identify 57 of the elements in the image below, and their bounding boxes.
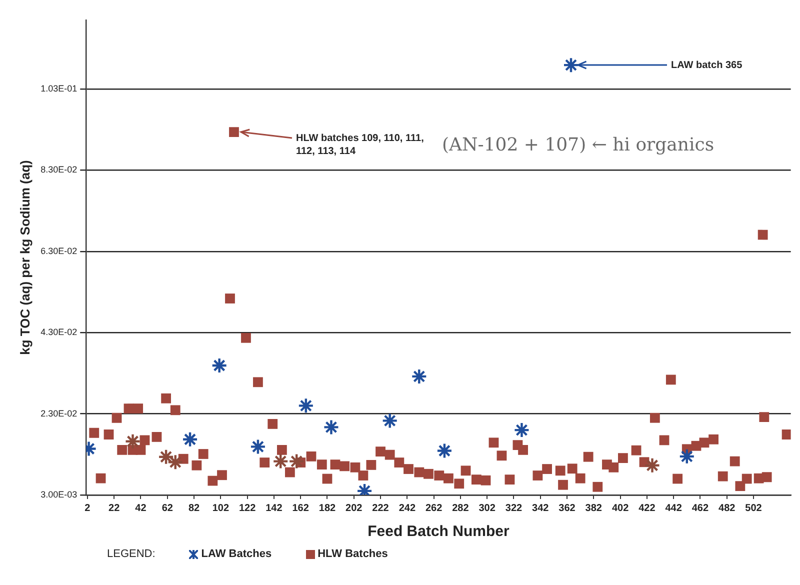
y-axis-title: kg TOC (aq) per kg Sodium (aq): [17, 160, 32, 355]
point: [182, 431, 198, 448]
annotation: LAW batch 365: [671, 60, 743, 71]
point: [250, 438, 266, 455]
x-axis-title: Feed Batch Number: [368, 523, 510, 540]
x-tick-label: 62: [162, 502, 174, 514]
point: [158, 448, 174, 465]
legend-title: LEGEND:: [107, 548, 156, 560]
x-tick-label: 442: [665, 502, 682, 514]
x-tick-label: 142: [266, 502, 283, 514]
x-tick-label: 222: [372, 502, 390, 514]
point: [514, 422, 530, 438]
y-tick-label: 4.30E-02: [40, 327, 78, 338]
point: [288, 453, 305, 470]
x-tick-label: 202: [346, 502, 363, 514]
point: [382, 412, 398, 429]
x-tick-label: 422: [638, 502, 656, 514]
y-tick-label: 3.00E-03: [40, 489, 78, 500]
x-tick-label: 502: [745, 502, 762, 514]
x-tick-label: 2: [84, 502, 91, 514]
point: [411, 368, 428, 385]
point: [298, 398, 314, 414]
point: [211, 357, 228, 374]
x-tick-label: 82: [188, 502, 200, 514]
annotation: HLW batches 109, 110, 111, 112, 113, 114: [296, 132, 424, 157]
x-tick-label: 42: [135, 502, 147, 514]
point: [644, 457, 660, 474]
x-tick-label: 322: [505, 502, 523, 514]
x-tick-label: 302: [478, 502, 496, 514]
point: [678, 448, 695, 465]
point: [167, 454, 184, 470]
x-tick-label: 122: [238, 502, 256, 514]
x-tick-label: 462: [692, 502, 709, 514]
x-tick-label: 382: [585, 502, 602, 514]
x-tick-label: 102: [212, 502, 230, 514]
y-tick-label: 6.30E-02: [40, 246, 78, 256]
x-tick-label: 262: [425, 502, 443, 514]
y-tick-label: 8.30E-02: [40, 164, 78, 175]
x-tick-label: 162: [292, 502, 310, 514]
legend-label: LAW Batches: [201, 548, 272, 560]
y-tick-label: 2.30E-02: [40, 408, 78, 418]
x-tick-label: 182: [318, 502, 336, 514]
point: [562, 56, 580, 74]
point: [124, 433, 141, 450]
point: [272, 453, 289, 470]
y-tick-label: 1.03E-01: [40, 84, 78, 94]
x-tick-label: 242: [398, 502, 416, 514]
x-tick-label: 362: [558, 502, 576, 514]
x-tick-label: 402: [612, 502, 630, 514]
x-tick-label: 482: [718, 502, 736, 514]
x-tick-label: 282: [452, 502, 470, 514]
x-tick-label: 342: [532, 502, 550, 514]
legend-label: HLW Batches: [318, 548, 388, 560]
point: [436, 442, 453, 459]
x-tick-label: 22: [108, 502, 120, 514]
annotation: (AN-102 + 107) ← hi organics: [442, 134, 714, 156]
point: [323, 419, 340, 436]
